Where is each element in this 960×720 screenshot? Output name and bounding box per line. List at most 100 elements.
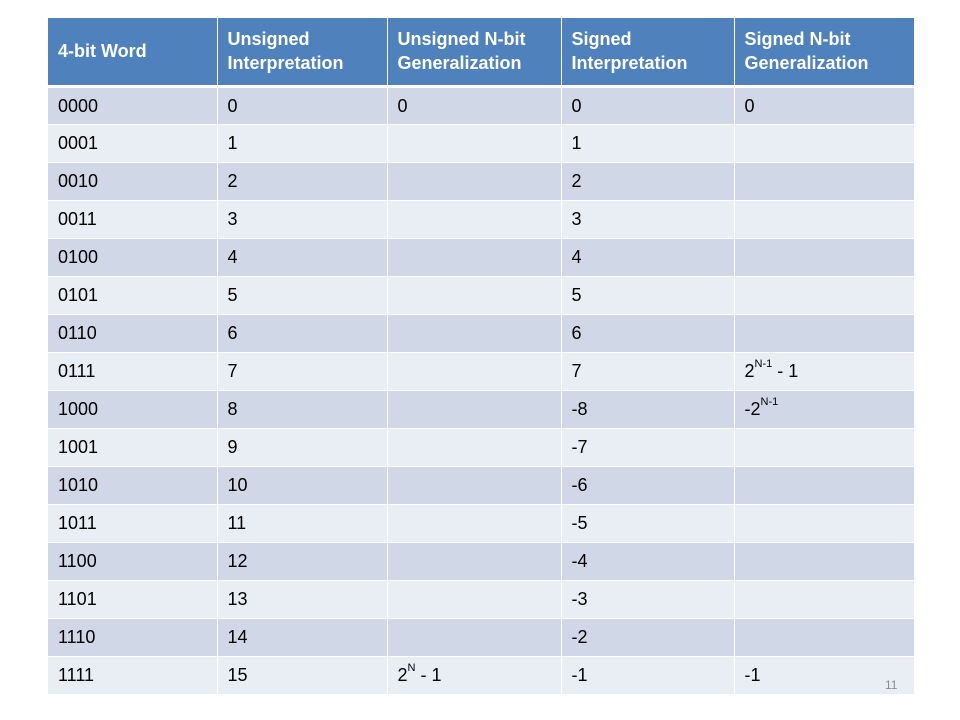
word-cell: 0100 [48, 238, 218, 277]
unsigned-generalization-cell [387, 124, 562, 163]
word-cell: 0110 [48, 314, 218, 353]
table-body: 0000 0 0 0 0 0001 1 1 0010 2 2 0011 3 3 0100 4 4 0101 5 5 01… [48, 86, 914, 695]
formula-base: -2 [744, 399, 761, 419]
signed-generalization-cell [734, 200, 914, 239]
table-row: 1100 12 -4 [48, 542, 914, 581]
table-row: 0111 7 7 2N-1 - 1 [48, 352, 914, 391]
unsigned-generalization-cell [387, 314, 562, 353]
signed-generalization-cell: 0 [734, 86, 914, 125]
unsigned-cell: 8 [217, 390, 388, 429]
signed-cell: 5 [561, 276, 735, 315]
word-cell: 0000 [48, 86, 218, 125]
signed-generalization-cell [734, 618, 914, 657]
formula-exponent: N-1 [760, 396, 779, 408]
unsigned-cell: 11 [217, 504, 388, 543]
signed-cell: 0 [561, 86, 735, 125]
signed-generalization-cell [734, 542, 914, 581]
unsigned-cell: 4 [217, 238, 388, 277]
unsigned-generalization-cell [387, 200, 562, 239]
unsigned-cell: 9 [217, 428, 388, 467]
table-row: 1000 8 -8 -2N-1 [48, 390, 914, 429]
header-signed-nbit-generalization: Signed N-bit Generalization [734, 18, 914, 88]
signed-cell: -1 [561, 656, 735, 695]
table-row: 1010 10 -6 [48, 466, 914, 505]
table-header: 4-bit Word Unsigned Interpretation Unsig… [48, 18, 914, 88]
word-cell: 0101 [48, 276, 218, 315]
unsigned-generalization-cell [387, 162, 562, 201]
signed-cell: 6 [561, 314, 735, 353]
signed-cell: 3 [561, 200, 735, 239]
signed-generalization-cell [734, 238, 914, 277]
signed-generalization-cell [734, 162, 914, 201]
signed-generalization-cell [734, 580, 914, 619]
unsigned-generalization-cell: 2N - 1 [387, 656, 562, 695]
unsigned-cell: 10 [217, 466, 388, 505]
header-signed-interpretation: Signed Interpretation [561, 18, 735, 88]
word-cell: 0001 [48, 124, 218, 163]
table-row: 0100 4 4 [48, 238, 914, 277]
signed-cell: -7 [561, 428, 735, 467]
unsigned-cell: 15 [217, 656, 388, 695]
signed-cell: -4 [561, 542, 735, 581]
unsigned-cell: 0 [217, 86, 388, 125]
formula: 2N - 1 [397, 662, 442, 686]
formula-exponent: N [407, 662, 416, 674]
table-row: 1111 15 2N - 1 -1 -1 [48, 656, 914, 695]
unsigned-generalization-cell [387, 466, 562, 505]
header-4bit-word: 4-bit Word [48, 18, 218, 88]
header-unsigned-nbit-generalization: Unsigned N-bit Generalization [387, 18, 562, 88]
word-cell: 1001 [48, 428, 218, 467]
signed-generalization-cell [734, 124, 914, 163]
word-cell: 0111 [48, 352, 218, 391]
interpretation-table: 4-bit Word Unsigned Interpretation Unsig… [48, 18, 914, 695]
table-row: 1110 14 -2 [48, 618, 914, 657]
formula-exponent: N-1 [754, 358, 773, 370]
page-number: 11 [885, 678, 898, 692]
signed-generalization-cell [734, 428, 914, 467]
unsigned-generalization-cell [387, 390, 562, 429]
signed-cell: 7 [561, 352, 735, 391]
table-row: 0101 5 5 [48, 276, 914, 315]
signed-generalization-cell [734, 466, 914, 505]
signed-generalization-cell: -1 [734, 656, 914, 695]
unsigned-cell: 13 [217, 580, 388, 619]
header-row: 4-bit Word Unsigned Interpretation Unsig… [48, 18, 914, 88]
word-cell: 1100 [48, 542, 218, 581]
unsigned-cell: 7 [217, 352, 388, 391]
unsigned-generalization-cell [387, 504, 562, 543]
word-cell: 1101 [48, 580, 218, 619]
word-cell: 1011 [48, 504, 218, 543]
signed-cell: -3 [561, 580, 735, 619]
unsigned-cell: 5 [217, 276, 388, 315]
formula-base: 2 [744, 361, 755, 381]
unsigned-generalization-cell [387, 542, 562, 581]
unsigned-cell: 14 [217, 618, 388, 657]
unsigned-generalization-cell: 0 [387, 86, 562, 125]
signed-generalization-cell [734, 276, 914, 315]
unsigned-cell: 6 [217, 314, 388, 353]
table-row: 1011 11 -5 [48, 504, 914, 543]
signed-cell: -8 [561, 390, 735, 429]
unsigned-cell: 2 [217, 162, 388, 201]
signed-cell: 1 [561, 124, 735, 163]
signed-cell: -5 [561, 504, 735, 543]
signed-cell: -6 [561, 466, 735, 505]
unsigned-cell: 1 [217, 124, 388, 163]
word-cell: 1111 [48, 656, 218, 695]
table-row: 0010 2 2 [48, 162, 914, 201]
word-cell: 1110 [48, 618, 218, 657]
unsigned-generalization-cell [387, 580, 562, 619]
formula: 2N-1 - 1 [744, 358, 799, 382]
unsigned-generalization-cell [387, 618, 562, 657]
signed-generalization-cell: -2N-1 [734, 390, 914, 429]
word-cell: 0010 [48, 162, 218, 201]
signed-generalization-cell: 2N-1 - 1 [734, 352, 914, 391]
table-row: 0000 0 0 0 0 [48, 86, 914, 125]
signed-cell: 2 [561, 162, 735, 201]
header-unsigned-interpretation: Unsigned Interpretation [217, 18, 388, 88]
signed-generalization-cell [734, 504, 914, 543]
formula-base: 2 [397, 665, 408, 685]
formula: -2N-1 [744, 396, 779, 420]
unsigned-generalization-cell [387, 276, 562, 315]
unsigned-generalization-cell [387, 428, 562, 467]
